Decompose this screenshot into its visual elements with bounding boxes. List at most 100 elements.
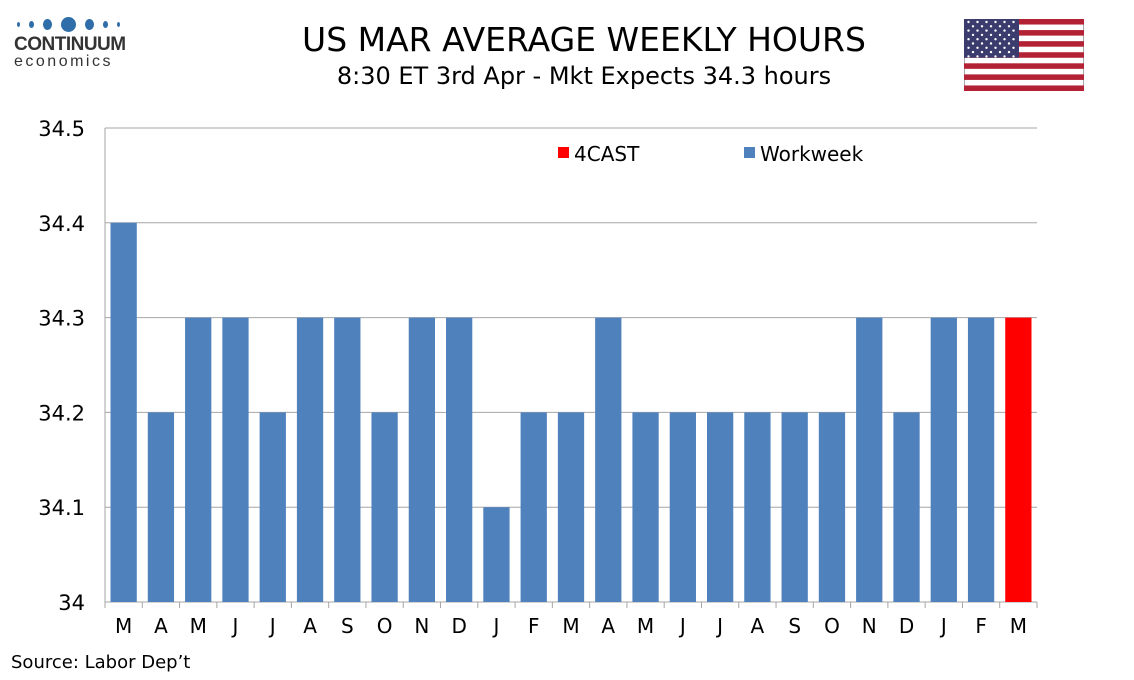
flag-star xyxy=(980,33,984,37)
flag-star xyxy=(1007,50,1011,54)
flag-star xyxy=(985,29,988,32)
flag-stripe xyxy=(964,52,1084,58)
flag-star xyxy=(971,50,975,54)
bar xyxy=(744,412,771,602)
flag-star xyxy=(967,55,970,58)
logo-name: CONTINUUM xyxy=(14,34,126,55)
bar xyxy=(334,317,361,602)
flag-star xyxy=(989,50,993,54)
flag-star xyxy=(1003,55,1006,58)
x-tick-label: J xyxy=(268,614,276,638)
bar xyxy=(446,317,473,602)
flag-star xyxy=(1012,20,1015,24)
flag-star xyxy=(967,46,970,49)
x-tick-label: J xyxy=(678,614,686,638)
x-tick-label: J xyxy=(491,614,499,638)
chart-subtitle: 8:30 ET 3rd Apr - Mkt Expects 34.3 hours xyxy=(336,62,832,90)
forecast-bar xyxy=(1005,317,1032,602)
bar xyxy=(893,412,920,602)
x-tick-label: N xyxy=(862,614,877,638)
flag-star xyxy=(985,55,988,58)
x-tick-label: D xyxy=(899,614,914,638)
bar xyxy=(967,317,995,602)
y-tick-label: 34.5 xyxy=(38,117,85,141)
flag-star xyxy=(976,38,979,41)
bar xyxy=(595,317,622,602)
x-tick-label: A xyxy=(303,614,317,638)
flag-star xyxy=(1003,38,1006,41)
flag-star xyxy=(994,29,997,32)
x-tick-label: O xyxy=(377,614,393,638)
flag-star xyxy=(976,29,979,32)
bar xyxy=(632,412,659,602)
flag-stripe xyxy=(964,74,1084,80)
bar xyxy=(520,412,547,602)
flag-star xyxy=(976,55,979,58)
flag-star xyxy=(971,25,975,28)
bar xyxy=(781,412,808,602)
flag-star xyxy=(976,46,979,49)
x-tick-label: F xyxy=(528,614,540,638)
flag-star xyxy=(980,42,984,45)
us-flag-icon xyxy=(964,19,1084,91)
bar xyxy=(856,317,883,602)
x-tick-label: F xyxy=(975,614,987,638)
logo-sub: economics xyxy=(14,53,113,70)
x-tick-label: S xyxy=(788,614,801,638)
y-tick-label: 34.3 xyxy=(38,307,85,331)
flag-star xyxy=(1012,38,1015,41)
bar xyxy=(147,412,175,602)
source-note: Source: Labor Dep’t xyxy=(11,652,191,673)
flag-star xyxy=(1007,42,1011,45)
x-tick-label: A xyxy=(601,614,615,638)
x-tick-label: M xyxy=(115,614,132,638)
y-tick-label: 34.1 xyxy=(38,496,85,520)
x-tick-label: S xyxy=(341,614,354,638)
flag-star xyxy=(994,55,997,58)
flag-star xyxy=(989,33,993,37)
bar xyxy=(371,412,398,602)
x-tick-label: M xyxy=(1010,614,1027,638)
logo-dots xyxy=(17,14,134,34)
flag-star xyxy=(967,29,970,32)
flag-star xyxy=(1007,33,1011,37)
flag-star xyxy=(1003,46,1006,49)
flag-star xyxy=(985,20,988,24)
flag-star xyxy=(1007,25,1011,28)
x-tick-label: A xyxy=(751,614,765,638)
flag-star xyxy=(1012,46,1015,49)
bar xyxy=(222,317,249,602)
bar xyxy=(185,317,212,602)
flag-star xyxy=(971,33,975,37)
x-tick-label: N xyxy=(414,614,429,638)
bar xyxy=(483,507,510,602)
flag-star xyxy=(985,46,988,49)
bar xyxy=(557,412,585,602)
flag-stripe xyxy=(964,85,1084,91)
x-tick-label: J xyxy=(939,614,947,638)
flag-star xyxy=(976,20,979,24)
flag-stripe xyxy=(964,30,1084,36)
flag-star xyxy=(998,50,1002,54)
flag-star xyxy=(994,46,997,49)
flag-star xyxy=(1003,29,1006,32)
y-tick-label: 34.2 xyxy=(38,401,85,425)
bar xyxy=(408,317,436,602)
legend-swatch xyxy=(558,147,569,158)
x-tick-label: J xyxy=(231,614,239,638)
flag-star xyxy=(967,38,970,41)
chart-title: US MAR AVERAGE WEEKLY HOURS xyxy=(302,20,866,59)
x-tick-label: J xyxy=(715,614,723,638)
x-tick-label: A xyxy=(154,614,168,638)
x-tick-label: O xyxy=(824,614,840,638)
legend-swatch xyxy=(744,147,755,158)
bar xyxy=(110,222,137,603)
flag-star xyxy=(998,42,1002,45)
bar xyxy=(818,412,846,602)
bar xyxy=(296,317,324,602)
legend-label: 4CAST xyxy=(574,142,640,166)
flag-star xyxy=(998,33,1002,37)
legend-label: Workweek xyxy=(760,142,864,166)
